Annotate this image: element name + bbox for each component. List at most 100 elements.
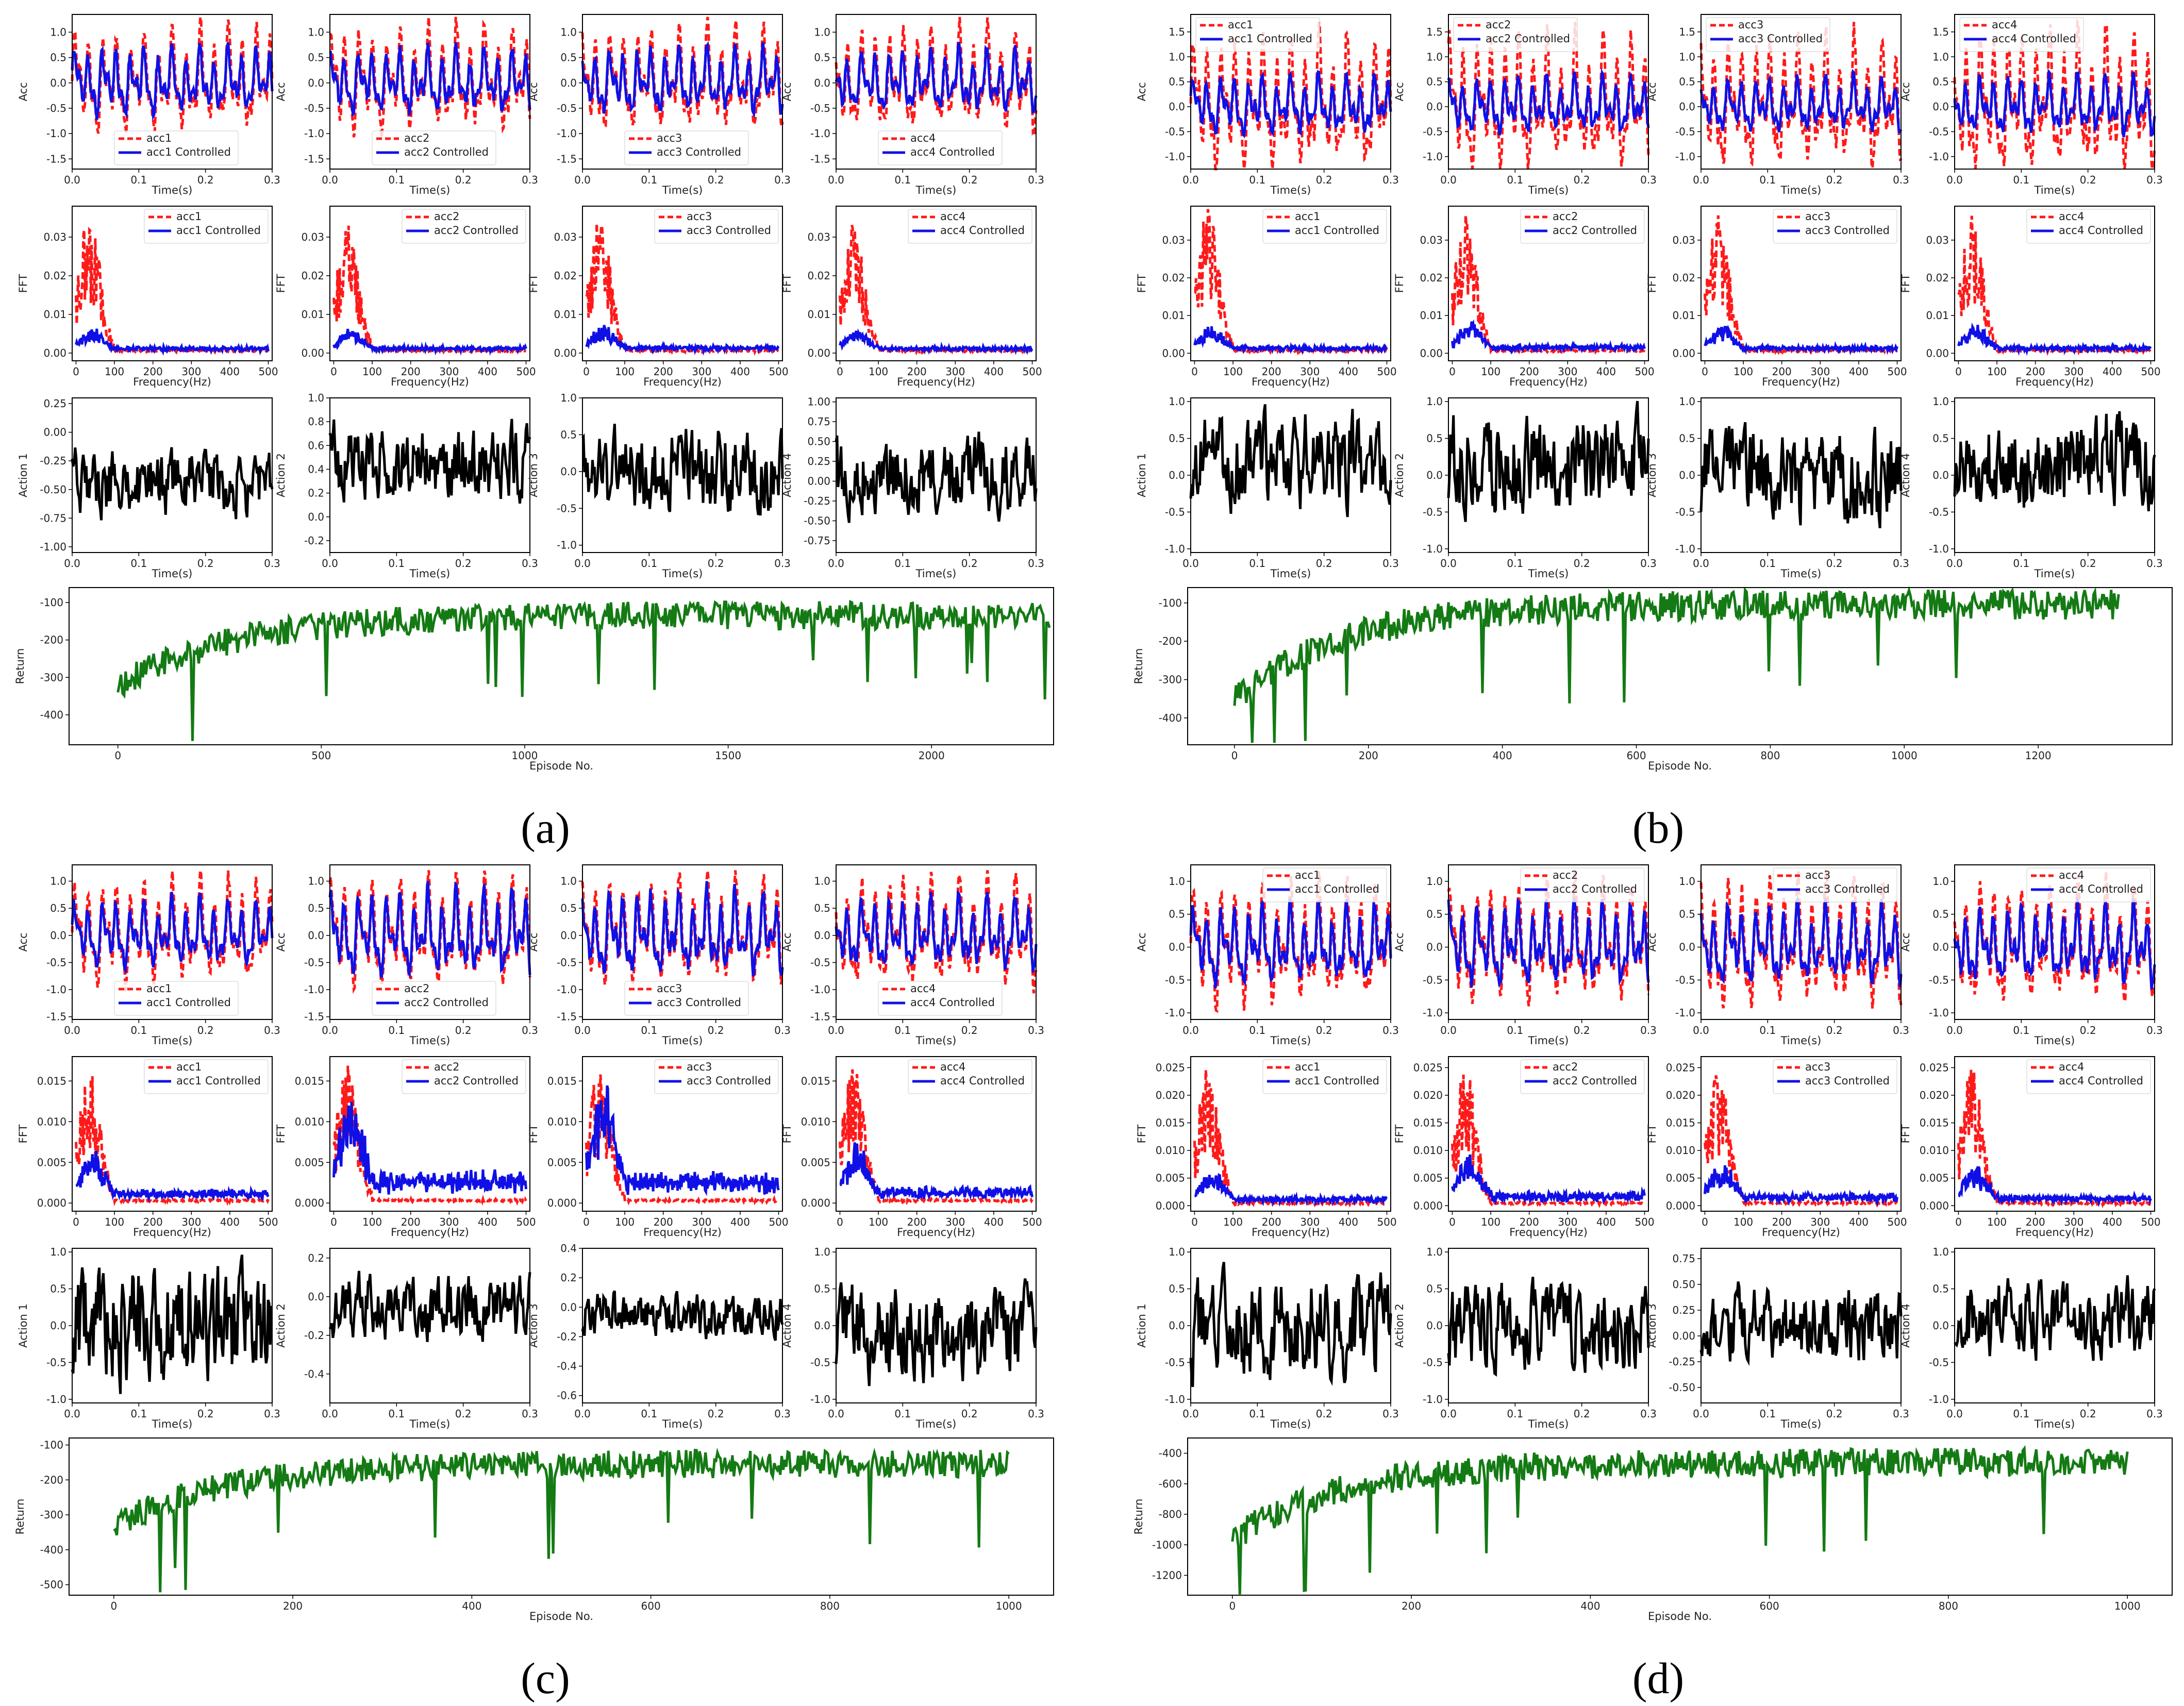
return-ytick-label: -400 bbox=[40, 709, 63, 721]
acc-ylabel: Acc bbox=[781, 932, 793, 951]
fft-xtick-label: 100 bbox=[362, 365, 382, 378]
action-ylabel: Action 3 bbox=[1646, 453, 1658, 497]
acc-legend-label: acc2 bbox=[404, 132, 429, 144]
fft-xlabel: Frequency(Hz) bbox=[643, 1226, 722, 1239]
fft-legend-label: acc4 Controlled bbox=[2059, 1075, 2143, 1087]
action-xtick-label: 0.0 bbox=[828, 1408, 844, 1420]
fft-xtick-label: 0 bbox=[1955, 365, 1962, 378]
fft-xtick-label: 300 bbox=[181, 1216, 201, 1228]
acc-ytick-label: -0.5 bbox=[1165, 125, 1185, 138]
acc-xtick-label: 0.0 bbox=[322, 1024, 338, 1036]
action-xtick-label: 0.0 bbox=[1693, 1408, 1709, 1420]
acc-ytick-label: 0.0 bbox=[560, 929, 577, 942]
action-plot-4: 0.0 0.1 0.2 0.3 -0.75 -0.50 -0.25 0.00 0.25 0.50 0… bbox=[781, 396, 1044, 580]
acc-series-controlled-line bbox=[1189, 897, 1392, 989]
fft-ytick-label: 0.01 bbox=[1926, 309, 1949, 322]
acc-legend-label: acc1 Controlled bbox=[146, 146, 231, 158]
fft-ylabel: FFT bbox=[275, 274, 287, 293]
fft-xtick-label: 0 bbox=[73, 1216, 79, 1228]
return-series-line bbox=[113, 1447, 1010, 1593]
acc-legend-label: acc3 Controlled bbox=[1805, 883, 1890, 895]
acc-ytick-label: 0.0 bbox=[814, 77, 830, 89]
action-ytick-label: -0.75 bbox=[40, 512, 66, 524]
acc-ytick-label: 0.5 bbox=[1679, 908, 1695, 921]
action-ytick-label: -1.0 bbox=[1165, 1393, 1185, 1406]
fft-plot-4: 0 100 200 300 400 500 0.000 0.005 0.010 0.015 0.02… bbox=[1899, 1056, 2161, 1239]
action-plot-2: 0.0 0.1 0.2 0.3 -1.0 -0.5 0.0 0.5 1.0 Time(s) Acti… bbox=[1393, 1246, 1657, 1430]
fft-xtick-label: 400 bbox=[2103, 365, 2122, 378]
fft-axes-frame bbox=[1448, 206, 1649, 361]
action-ylabel: Action 2 bbox=[275, 453, 287, 497]
acc-legend-label: acc4 Controlled bbox=[910, 996, 995, 1009]
fft-xlabel: Frequency(Hz) bbox=[1509, 1226, 1588, 1239]
acc-series-controlled-line bbox=[835, 42, 1038, 113]
acc-legend-box bbox=[1959, 17, 2084, 52]
action-ytick-label: 1.0 bbox=[1679, 395, 1695, 408]
acc-legend-label: acc2 bbox=[404, 982, 429, 995]
fft-ytick-label: 0.03 bbox=[807, 231, 830, 243]
fft-xtick-label: 0 bbox=[1449, 365, 1456, 378]
fft-ytick-label: 0.015 bbox=[295, 1075, 324, 1087]
action-ytick-label: -0.4 bbox=[304, 1368, 324, 1380]
acc-legend-label: acc3 Controlled bbox=[657, 996, 741, 1009]
action-xtick-label: 0.1 bbox=[130, 557, 147, 570]
fft-legend-label: acc4 Controlled bbox=[940, 1075, 1025, 1087]
fft-ytick-label: 0.000 bbox=[1920, 1199, 1949, 1212]
action-xtick-label: 0.3 bbox=[1640, 557, 1657, 570]
acc-legend-box bbox=[1262, 867, 1387, 902]
action-ytick-label: 1.0 bbox=[560, 392, 577, 404]
acc-xtick-label: 0.3 bbox=[1640, 174, 1657, 186]
acc-ylabel: Acc bbox=[17, 82, 29, 101]
acc-series-controlled-line bbox=[329, 42, 531, 117]
fft-ylabel: FFT bbox=[17, 274, 29, 293]
return-xtick-label: 1000 bbox=[2114, 1600, 2141, 1612]
acc-ytick-label: 1.0 bbox=[1426, 875, 1443, 888]
acc-xlabel: Time(s) bbox=[1270, 184, 1311, 196]
acc-ytick-label: 0.0 bbox=[1679, 941, 1695, 954]
action-xtick-label: 0.3 bbox=[1028, 557, 1044, 570]
fft-axes-frame bbox=[1954, 206, 2155, 361]
fft-series-controlled-line bbox=[1704, 324, 1898, 356]
fft-legend-label: acc3 bbox=[1805, 210, 1830, 223]
fft-xtick-label: 0 bbox=[330, 365, 337, 378]
return-ylabel: Return bbox=[1132, 648, 1145, 684]
fft-xtick-label: 300 bbox=[1810, 1216, 1830, 1228]
fft-series-controlled-line bbox=[1451, 1154, 1646, 1206]
fft-legend-box bbox=[908, 209, 1032, 244]
fft-legend-label: acc1 bbox=[1295, 210, 1320, 223]
acc-xtick-label: 0.2 bbox=[455, 174, 472, 186]
acc-ytick-label: 0.5 bbox=[1932, 908, 1949, 921]
acc-axes-frame bbox=[582, 864, 783, 1020]
acc-xlabel: Time(s) bbox=[662, 184, 703, 196]
fft-legend-box bbox=[654, 209, 779, 244]
fft-ytick-label: 0.005 bbox=[547, 1156, 577, 1168]
fft-axes-frame bbox=[1700, 1056, 1902, 1212]
action-plot-1: 0.0 0.1 0.2 0.3 -1.0 -0.5 0.0 0.5 1.0 Time(s) Acti… bbox=[1136, 395, 1399, 580]
action-ytick-label: 1.0 bbox=[1932, 395, 1949, 408]
action-xtick-label: 0.3 bbox=[1028, 1408, 1044, 1420]
acc-xtick-label: 0.1 bbox=[1507, 174, 1523, 186]
acc-ylabel: Acc bbox=[17, 932, 29, 951]
fft-xtick-label: 400 bbox=[1339, 1216, 1358, 1228]
acc-legend-label: acc3 bbox=[657, 982, 682, 995]
action-ytick-label: 0.00 bbox=[807, 475, 830, 488]
fft-ytick-label: 0.00 bbox=[1672, 347, 1695, 359]
action-xtick-label: 0.0 bbox=[574, 557, 591, 570]
action-xtick-label: 0.1 bbox=[388, 1408, 405, 1420]
action-ytick-label: 0.0 bbox=[1426, 1319, 1443, 1332]
acc-ytick-label: 0.0 bbox=[50, 77, 66, 89]
action-xlabel: Time(s) bbox=[2034, 567, 2075, 580]
acc-ytick-label: 0.5 bbox=[1679, 76, 1695, 88]
fft-ylabel: FFT bbox=[17, 1125, 29, 1144]
fft-xtick-label: 200 bbox=[1520, 1216, 1539, 1228]
return-axes-frame bbox=[1187, 1437, 2173, 1596]
action-xlabel: Time(s) bbox=[915, 567, 957, 580]
fft-xtick-label: 500 bbox=[2141, 1216, 2160, 1228]
fft-legend-label: acc3 bbox=[687, 1061, 712, 1073]
return-xtick-label: 600 bbox=[1760, 1600, 1779, 1612]
fft-xtick-label: 200 bbox=[2026, 1216, 2045, 1228]
fft-ytick-label: 0.015 bbox=[801, 1075, 830, 1087]
action-xtick-label: 0.2 bbox=[455, 557, 472, 570]
fft-ytick-label: 0.005 bbox=[37, 1156, 66, 1168]
fft-series-controlled-line bbox=[1704, 1165, 1898, 1207]
